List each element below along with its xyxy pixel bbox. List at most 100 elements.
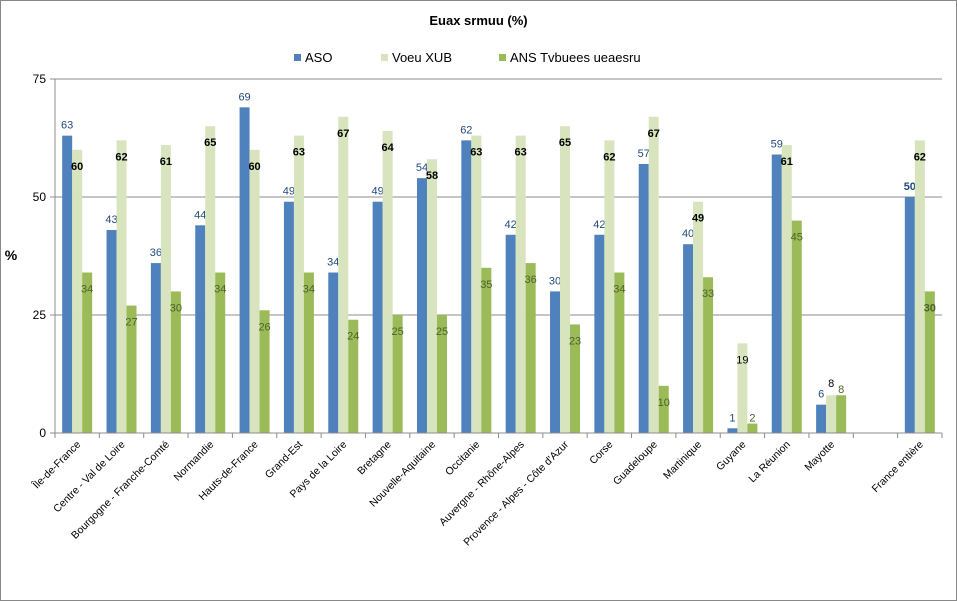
data-label: 24 bbox=[347, 331, 359, 343]
bar bbox=[249, 149, 260, 434]
data-label: 49 bbox=[372, 186, 384, 198]
legend-swatch-voeu bbox=[381, 54, 388, 62]
data-label: 30 bbox=[170, 302, 182, 314]
data-label: 62 bbox=[603, 151, 615, 163]
data-label: 63 bbox=[61, 120, 73, 132]
x-tick-label: Guadeloupe bbox=[611, 439, 660, 488]
data-label: 61 bbox=[781, 156, 793, 168]
bar bbox=[703, 277, 714, 433]
x-tick-label: La Réunion bbox=[746, 439, 793, 486]
bar bbox=[436, 315, 447, 433]
bar bbox=[62, 135, 73, 433]
data-label: 58 bbox=[426, 170, 438, 182]
data-label: 8 bbox=[828, 378, 834, 390]
bar bbox=[594, 234, 605, 433]
data-label: 62 bbox=[914, 151, 926, 163]
data-label: 67 bbox=[337, 128, 349, 140]
bar bbox=[461, 140, 472, 434]
data-label: 40 bbox=[682, 228, 694, 240]
bar bbox=[259, 310, 270, 433]
bar bbox=[239, 107, 250, 433]
x-tick-label: Martinique bbox=[661, 439, 704, 482]
bar bbox=[658, 385, 669, 433]
data-label: 67 bbox=[648, 128, 660, 140]
legend-swatch-ans bbox=[499, 54, 506, 62]
data-label: 26 bbox=[258, 321, 270, 333]
data-label: 63 bbox=[293, 147, 305, 159]
bar bbox=[82, 272, 93, 433]
data-label: 65 bbox=[559, 137, 571, 149]
data-label: 62 bbox=[460, 124, 472, 136]
x-tick-label: Corse bbox=[587, 439, 615, 467]
data-label: 49 bbox=[283, 186, 295, 198]
data-label: 34 bbox=[613, 284, 625, 296]
bar bbox=[550, 291, 561, 433]
bar bbox=[293, 135, 304, 433]
bar bbox=[560, 126, 571, 433]
data-label: 63 bbox=[470, 147, 482, 159]
x-tick-label: Mayotte bbox=[802, 439, 837, 474]
bar bbox=[614, 272, 625, 433]
bar bbox=[372, 201, 383, 433]
bar bbox=[525, 263, 536, 433]
data-label: 19 bbox=[736, 354, 748, 366]
bar bbox=[505, 234, 516, 433]
data-label: 54 bbox=[416, 162, 428, 174]
y-tick-label: 0 bbox=[39, 426, 46, 440]
bar bbox=[914, 140, 925, 434]
bar bbox=[693, 201, 704, 433]
legend-item-aso: ASO bbox=[294, 50, 332, 65]
bar bbox=[727, 428, 738, 433]
data-label: 57 bbox=[638, 148, 650, 160]
bar bbox=[72, 149, 83, 434]
x-tick-label: Auvergne - Rhône-Alpes bbox=[437, 439, 527, 529]
bar bbox=[348, 319, 359, 433]
data-label: 63 bbox=[515, 147, 527, 159]
bar bbox=[648, 116, 659, 433]
y-axis-label: % bbox=[5, 247, 18, 263]
data-label: 59 bbox=[771, 139, 783, 151]
bar bbox=[683, 244, 694, 433]
bar bbox=[170, 291, 181, 433]
legend-item-voeu: Voeu XUB bbox=[381, 50, 452, 65]
data-label: 23 bbox=[569, 335, 581, 347]
bar bbox=[382, 130, 393, 434]
legend-label-voeu: Voeu XUB bbox=[392, 50, 452, 65]
bar bbox=[150, 263, 161, 433]
bar bbox=[160, 145, 171, 433]
data-label: 69 bbox=[238, 91, 250, 103]
bar bbox=[826, 395, 837, 433]
bar bbox=[816, 404, 827, 433]
bar bbox=[604, 140, 615, 434]
bar bbox=[904, 197, 915, 433]
data-label: 49 bbox=[692, 213, 704, 225]
bar bbox=[737, 343, 748, 433]
bar bbox=[126, 305, 137, 433]
y-tick-label: 50 bbox=[33, 190, 47, 204]
bar bbox=[836, 395, 847, 433]
data-label: 33 bbox=[702, 288, 714, 300]
bar bbox=[638, 163, 649, 433]
bar bbox=[205, 126, 216, 433]
data-label: 62 bbox=[115, 151, 127, 163]
bar bbox=[771, 154, 782, 433]
legend-swatch-aso bbox=[294, 54, 301, 62]
bar bbox=[328, 272, 339, 433]
data-label: 25 bbox=[392, 326, 404, 338]
bar bbox=[791, 220, 802, 433]
x-tick-label: France entière bbox=[870, 439, 926, 495]
bar bbox=[747, 423, 758, 433]
legend-item-ans: ANS Tvbuees ueaesru bbox=[499, 50, 641, 65]
y-tick-label: 25 bbox=[33, 308, 47, 322]
data-label: 43 bbox=[105, 214, 117, 226]
bar bbox=[106, 230, 117, 433]
data-label: 60 bbox=[71, 161, 83, 173]
y-tick-label: 75 bbox=[33, 72, 47, 86]
data-label: 34 bbox=[214, 284, 226, 296]
data-label: 61 bbox=[160, 156, 172, 168]
bar bbox=[116, 140, 127, 434]
x-tick-label: Grand-Est bbox=[263, 439, 305, 481]
data-label: 60 bbox=[248, 161, 260, 173]
chart-title: Euax srmuu (%) bbox=[429, 13, 528, 28]
